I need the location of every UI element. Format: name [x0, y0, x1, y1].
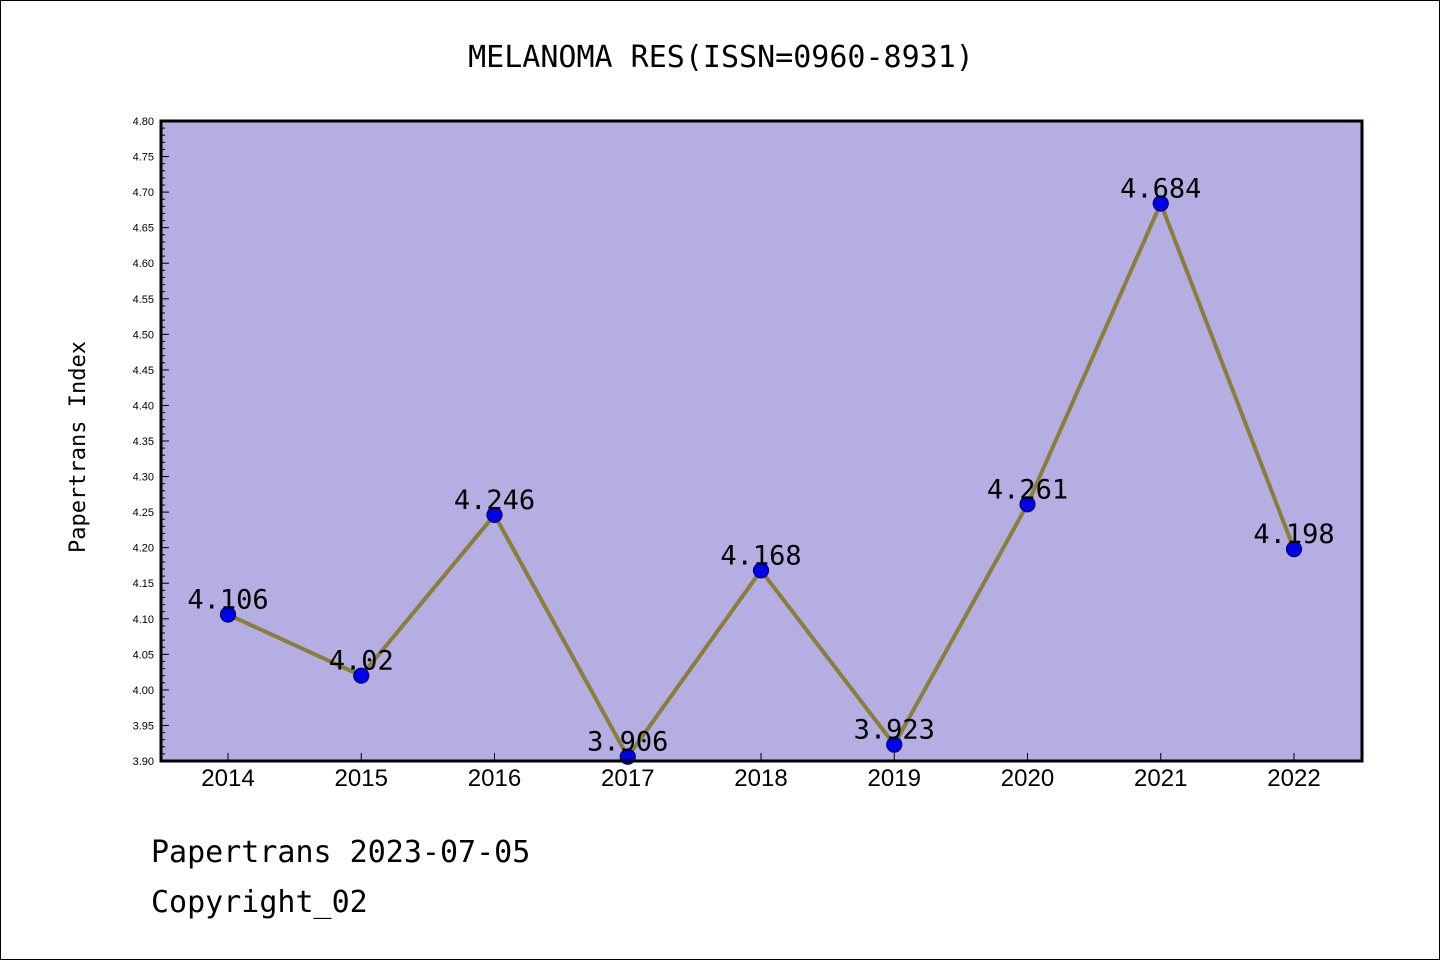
data-label: 4.684	[1120, 173, 1201, 204]
data-label: 3.923	[854, 715, 935, 746]
footer-date-text: Papertrans 2023-07-05	[151, 835, 531, 870]
plot-border	[159, 119, 1364, 763]
x-tick-label: 2015	[335, 765, 388, 792]
y-tick-label: 4.80	[133, 116, 154, 128]
data-point	[486, 506, 503, 524]
y-tick-label: 4.25	[133, 507, 154, 519]
y-tick-label: 4.05	[133, 649, 154, 661]
data-label: 3.906	[587, 727, 668, 758]
data-point	[752, 562, 770, 579]
data-point	[1019, 496, 1036, 513]
x-tick-label: 2014	[201, 765, 254, 792]
y-axis-label: Papertrans Index	[66, 341, 91, 553]
plot-area	[161, 121, 1362, 761]
x-tick-label: 2017	[601, 765, 654, 792]
y-tick-label: 4.40	[133, 400, 154, 412]
x-tick-label: 2022	[1267, 765, 1320, 792]
data-label: 4.106	[187, 585, 268, 616]
x-tick-label: 2016	[468, 765, 521, 792]
data-point	[353, 667, 370, 684]
x-tick-label: 2020	[1001, 765, 1054, 792]
y-tick-label: 4.65	[133, 223, 154, 235]
data-point	[1285, 540, 1303, 558]
data-label: 4.198	[1253, 519, 1334, 550]
y-tick-label: 4.50	[133, 329, 154, 341]
x-tick-label: 2021	[1134, 765, 1187, 792]
y-tick-label: 3.95	[133, 720, 154, 732]
data-point	[886, 736, 903, 753]
data-labels: 4.106 4.02 4.246 3.906 4.168 3.923 4.261 4.684 4…	[187, 173, 1334, 757]
data-label: 4.168	[720, 540, 801, 571]
y-tick-label: 3.90	[133, 756, 154, 768]
x-tick-label: 2019	[868, 765, 921, 792]
data-label: 4.261	[987, 474, 1068, 505]
y-tick-label: 4.60	[133, 258, 154, 270]
y-tick-label: 4.00	[133, 685, 154, 697]
x-tick-label: 2018	[734, 765, 787, 792]
data-label: 4.246	[454, 485, 535, 516]
y-tick-label: 4.30	[133, 472, 154, 484]
footer-copyright-text: Copyright_02	[151, 885, 368, 920]
y-tick-label: 4.35	[133, 436, 154, 448]
y-tick-label: 4.70	[133, 187, 154, 199]
y-tick-label: 4.20	[133, 543, 154, 555]
y-tick-label: 4.55	[133, 294, 154, 306]
y-tick-label: 4.75	[133, 152, 154, 164]
y-tick-label: 4.45	[133, 365, 154, 377]
data-point	[219, 606, 237, 623]
chart-title: MELANOMA RES(ISSN=0960-8931)	[468, 40, 974, 75]
y-tick-label: 4.15	[133, 578, 154, 590]
y-tick-label: 4.10	[133, 614, 154, 626]
data-point	[1152, 195, 1169, 212]
data-label: 4.02	[329, 646, 394, 677]
